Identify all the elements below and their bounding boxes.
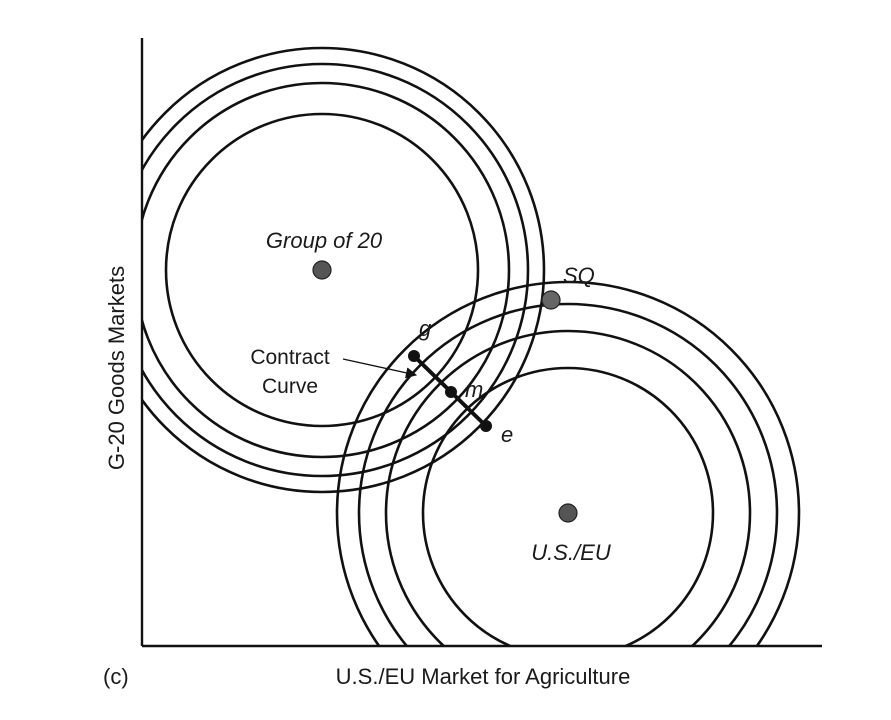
point-m-label: m <box>465 377 483 402</box>
g20-ring-3 <box>142 62 530 478</box>
contract-curve-label-line1: Contract <box>250 346 330 369</box>
point-e-label: e <box>501 422 513 447</box>
g20-ring-4 <box>142 46 546 494</box>
us-eu-ring-3 <box>357 302 779 646</box>
us-eu-indifference-curves <box>335 280 801 646</box>
us-eu-ideal-point <box>558 503 578 523</box>
contract-curve-arrow <box>342 358 418 379</box>
group-of-20-label: Group of 20 <box>266 228 383 253</box>
g20-ring-2 <box>142 81 511 459</box>
x-axis-label: U.S./EU Market for Agriculture <box>336 664 631 689</box>
group-of-20-ideal-point <box>312 260 332 280</box>
us-eu-label: U.S./EU <box>531 540 611 565</box>
point-g-label: g <box>419 316 432 341</box>
us-eu-ring-2 <box>384 329 752 646</box>
status-quo-label: SQ <box>563 263 595 288</box>
group-of-20-indifference-curves <box>142 46 546 494</box>
point-m <box>445 386 457 398</box>
point-e <box>480 420 492 432</box>
status-quo-point <box>541 290 561 310</box>
panel-label: (c) <box>103 664 129 689</box>
us-eu-ring-4 <box>335 280 801 646</box>
y-axis-label: G-20 Goods Markets <box>104 266 129 470</box>
us-eu-ring-1 <box>421 366 715 646</box>
g20-ring-1 <box>164 112 480 428</box>
contract-curve-label-line2: Curve <box>262 375 318 398</box>
point-g <box>408 350 420 362</box>
